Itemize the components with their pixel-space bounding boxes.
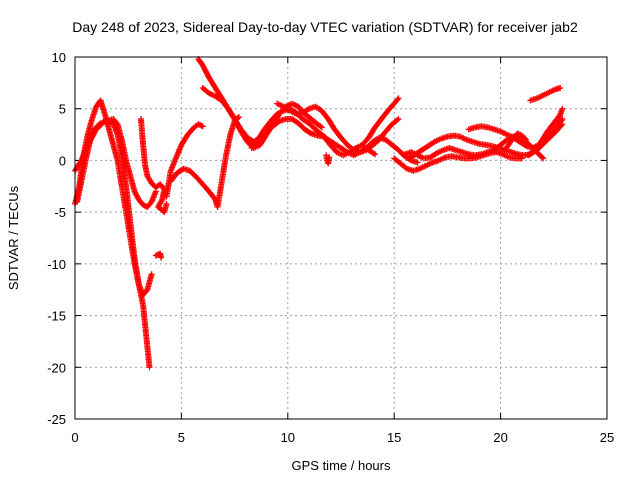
data-point: [196, 121, 203, 128]
data-point: [158, 254, 165, 261]
x-tick-label: 0: [71, 430, 78, 445]
x-tick-label: 20: [493, 430, 507, 445]
data-point: [304, 106, 311, 113]
x-tick-label: 10: [281, 430, 295, 445]
series-sat-c: [72, 116, 159, 210]
data-point: [559, 105, 566, 112]
series-sat-s: [527, 85, 564, 104]
data-point: [395, 95, 402, 102]
series-sat-t: [525, 105, 566, 159]
data-point: [394, 117, 401, 124]
series-sat-l: [323, 152, 333, 167]
y-tick-label: -5: [54, 205, 66, 220]
series-sat-m: [359, 95, 402, 148]
data-layer: [72, 56, 566, 371]
data-point: [540, 155, 547, 162]
data-point: [522, 135, 529, 142]
data-point: [557, 85, 564, 92]
data-point: [395, 116, 402, 123]
y-tick-label: -25: [47, 412, 66, 427]
y-axis-label: SDTVAR / TECUs: [6, 185, 21, 290]
data-point: [199, 123, 206, 130]
x-axis-label: GPS time / hours: [292, 458, 391, 473]
data-point: [198, 122, 205, 129]
data-point: [521, 142, 528, 149]
series-sat-f: [163, 121, 206, 200]
x-tick-label: 25: [600, 430, 614, 445]
series-sat-d: [137, 116, 170, 216]
data-point: [326, 154, 333, 161]
data-point: [394, 96, 401, 103]
data-point: [318, 124, 325, 131]
data-point: [372, 151, 379, 158]
data-point: [414, 159, 421, 166]
data-point: [370, 150, 377, 157]
data-point: [235, 113, 242, 120]
y-tick-label: -15: [47, 309, 66, 324]
chart-title: Day 248 of 2023, Sidereal Day-to-day VTE…: [72, 19, 578, 35]
x-tick-label: 15: [387, 430, 401, 445]
series-sat-k: [274, 100, 402, 156]
y-tick-label: -10: [47, 257, 66, 272]
x-tick-label: 5: [178, 430, 185, 445]
y-tick-label: -20: [47, 360, 66, 375]
y-tick-label: 0: [59, 153, 66, 168]
data-point: [523, 136, 530, 143]
data-point: [306, 129, 313, 136]
data-point: [146, 364, 153, 371]
data-point: [163, 200, 170, 207]
series-sat-e: [152, 250, 165, 261]
y-tick-label: 5: [59, 102, 66, 117]
y-tick-label: 10: [52, 50, 66, 65]
grid-layer: [75, 57, 607, 419]
plot-frame: [74, 56, 608, 420]
data-point: [148, 271, 155, 278]
data-point: [539, 154, 546, 161]
series-sat-r: [501, 130, 530, 154]
series-sat-g: [167, 113, 242, 210]
